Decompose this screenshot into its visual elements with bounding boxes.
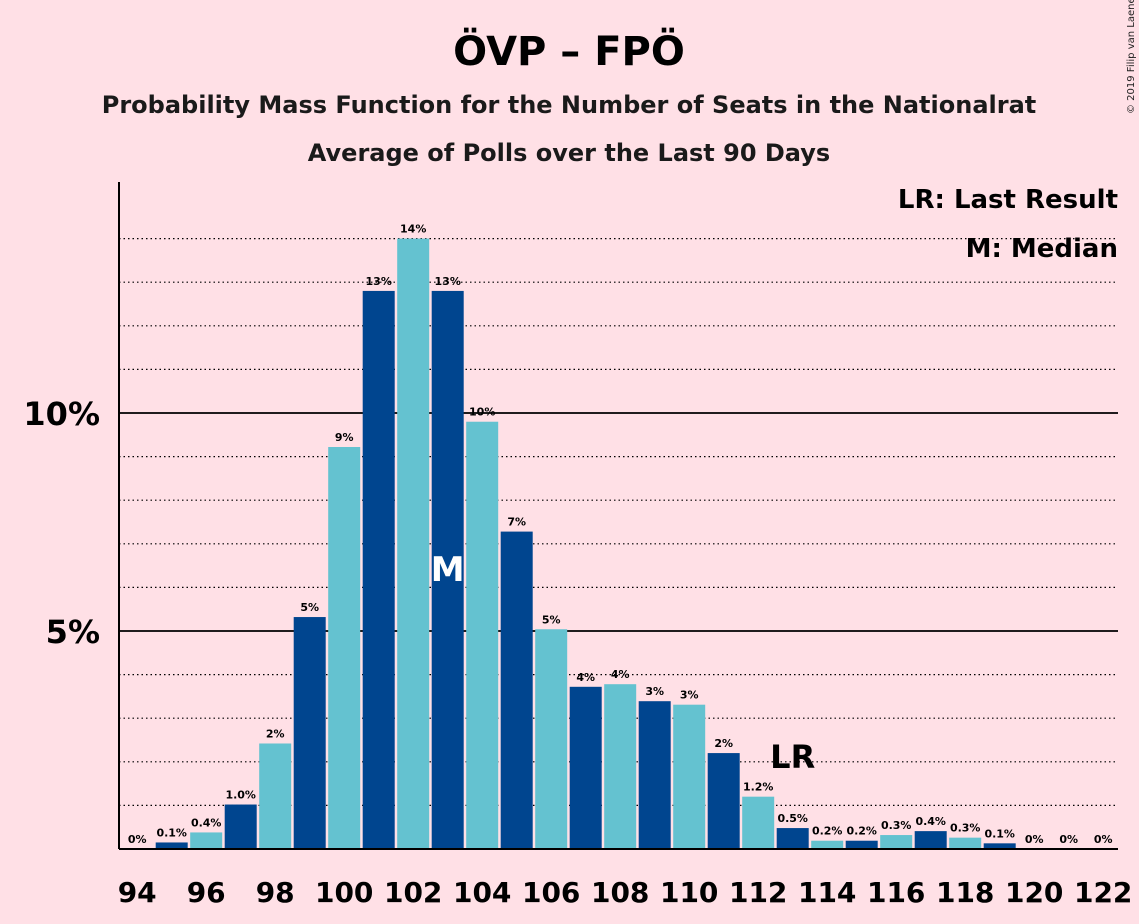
bar-101 [362, 290, 395, 849]
data-label-115: 0.2% [846, 825, 877, 838]
data-label-120: 0% [1025, 833, 1044, 846]
x-tick-label: 118 [936, 876, 994, 909]
bar-109 [638, 701, 671, 849]
median-marker: M [431, 550, 465, 590]
bar-113 [776, 828, 809, 849]
last-result-marker: LR [770, 738, 815, 776]
legend-last-result: LR: Last Result [898, 185, 1118, 215]
x-tick-label: 116 [867, 876, 925, 909]
data-label-96: 0.4% [191, 816, 222, 829]
data-label-107: 4% [576, 671, 595, 684]
bar-99 [293, 617, 326, 849]
bar-104 [466, 421, 499, 849]
bar-102 [397, 238, 430, 850]
bar-108 [604, 684, 637, 849]
data-label-113: 0.5% [777, 812, 808, 825]
data-label-106: 5% [542, 613, 561, 626]
chart-title: ÖVP – FPÖ [453, 27, 685, 75]
data-label-116: 0.3% [881, 819, 912, 832]
data-label-109: 3% [645, 685, 664, 698]
data-label-110: 3% [680, 689, 699, 702]
bar-106 [535, 629, 568, 849]
data-label-95: 0.1% [156, 826, 187, 839]
data-label-118: 0.3% [950, 822, 981, 835]
y-tick-label: 10% [23, 395, 100, 433]
x-tick-label: 122 [1074, 876, 1132, 909]
x-tick-label: 108 [591, 876, 649, 909]
chart-subtitle: Probability Mass Function for the Number… [102, 91, 1037, 119]
data-label-122: 0% [1094, 833, 1113, 846]
x-tick-label: 120 [1005, 876, 1063, 909]
x-tick-label: 112 [729, 876, 787, 909]
data-label-97: 1.0% [225, 789, 256, 802]
bar-116 [880, 835, 913, 849]
bar-115 [845, 840, 878, 849]
bar-98 [259, 743, 292, 849]
data-label-104: 10% [469, 406, 495, 419]
axes: 5% 10% 94 96 98 100 102 104 106 108 110 112 114 116 11… [23, 182, 1132, 909]
x-tick-label: 110 [660, 876, 718, 909]
chart-subtitle-2: Average of Polls over the Last 90 Days [308, 139, 830, 167]
data-label-103: 13% [435, 275, 461, 288]
x-tick-label: 114 [798, 876, 856, 909]
data-label-114: 0.2% [812, 825, 843, 838]
data-label-105: 7% [507, 516, 526, 529]
y-tick-label: 5% [46, 613, 100, 651]
bar-118 [949, 837, 982, 849]
data-label-108: 4% [611, 668, 630, 681]
bar-96 [190, 832, 223, 849]
data-labels: 0% 0.1% 0.4% 1.0% 2% 5% 9% 13% 14% 13% 10% 7% 5% 4% 4%… [128, 223, 1113, 846]
data-label-111: 2% [714, 737, 733, 750]
data-label-102: 14% [400, 223, 426, 236]
x-tick-label: 104 [453, 876, 511, 909]
data-label-112: 1.2% [743, 781, 774, 794]
bar-111 [707, 753, 740, 849]
bar-117 [914, 831, 947, 849]
data-label-117: 0.4% [915, 815, 946, 828]
data-label-101: 13% [366, 275, 392, 288]
bar-110 [673, 704, 706, 849]
bar-100 [328, 447, 361, 849]
data-label-98: 2% [266, 727, 285, 740]
copyright-notice: © 2019 Filip van Laenen [1126, 0, 1137, 114]
bar-107 [569, 686, 602, 849]
bar-97 [224, 804, 257, 849]
x-tick-label: 106 [522, 876, 580, 909]
bars [155, 238, 1016, 850]
data-label-119: 0.1% [984, 827, 1015, 840]
x-tick-label: 100 [315, 876, 373, 909]
data-label-121: 0% [1059, 833, 1078, 846]
x-tick-label: 96 [187, 876, 226, 909]
bar-95 [155, 842, 188, 849]
data-label-94: 0% [128, 833, 147, 846]
bar-112 [742, 796, 775, 849]
x-tick-label: 98 [256, 876, 295, 909]
bar-105 [500, 531, 533, 849]
data-label-100: 9% [335, 431, 354, 444]
x-tick-label: 94 [118, 876, 157, 909]
bar-119 [983, 843, 1016, 849]
bar-114 [811, 840, 844, 849]
data-label-99: 5% [300, 601, 319, 614]
x-tick-label: 102 [384, 876, 442, 909]
bar-103 [431, 290, 464, 849]
